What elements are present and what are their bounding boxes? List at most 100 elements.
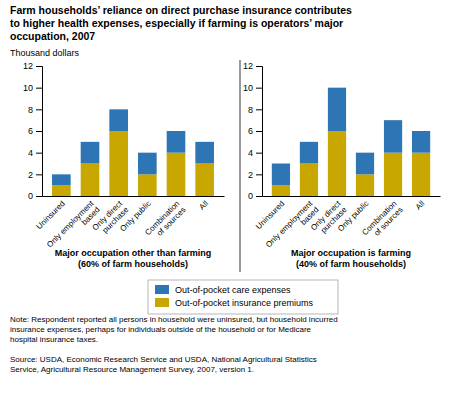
tick-label: 6 (28, 126, 33, 136)
bar-segment (300, 164, 318, 197)
axis-line (36, 67, 43, 197)
text-line: Source: USDA, Economic Research Service … (10, 355, 317, 364)
legend-box (148, 280, 338, 314)
bars (52, 109, 214, 196)
bar-segment (412, 131, 430, 153)
y-tick: 8 (248, 105, 262, 115)
y-tick: 4 (248, 148, 262, 158)
tick-label: 0 (28, 191, 33, 201)
panel-title: Major occupation is farming(40% of farm … (291, 248, 411, 269)
x-tick: All (414, 199, 427, 212)
bar-segment (138, 153, 157, 175)
bar-segment (356, 153, 374, 175)
category-label: All (197, 199, 210, 212)
category-label: Combinationof sources (143, 199, 187, 243)
tick-label: 8 (248, 105, 253, 115)
tick-label: 8 (28, 105, 33, 115)
tick-mark (36, 131, 42, 132)
text-line: (60% of farm households) (78, 259, 188, 269)
y-axis-title: Thousand dollars (10, 48, 80, 58)
tick-label: 12 (23, 61, 33, 71)
bar-segment (81, 142, 100, 164)
text-line: Farm households’ reliance on direct purc… (10, 4, 352, 16)
panel-title: Major occupation other than farming(60% … (55, 248, 212, 269)
axis-line (263, 196, 441, 197)
tick-label: 2 (28, 170, 33, 180)
y-tick: 0 (28, 191, 42, 201)
bar-segment (195, 164, 214, 197)
text-line: All (197, 199, 210, 212)
y-tick: 12 (23, 61, 42, 71)
bar-segment (81, 164, 100, 197)
tick-mark (256, 109, 262, 110)
text-line: All (414, 199, 427, 212)
y-axis: 0 2 4 6 8 10 12 (23, 61, 43, 201)
text-line: to higher health expenses, especially if… (10, 17, 343, 29)
y-tick: 10 (23, 83, 42, 93)
y-tick: 6 (28, 126, 42, 136)
tick-label: 4 (28, 148, 33, 158)
tick-label: 6 (248, 126, 253, 136)
y-tick: 6 (248, 126, 262, 136)
tick-mark (256, 153, 262, 154)
bar-segment (109, 109, 128, 131)
tick-mark (36, 109, 42, 110)
legend-swatch (155, 285, 169, 294)
axis-line (256, 67, 263, 197)
chart: Farm households’ reliance on direct purc… (0, 0, 450, 419)
text-line: of sources (372, 205, 404, 237)
text-line: occupation, 2007 (10, 30, 95, 42)
legend-label: Out-of-pocket care expenses (175, 285, 291, 295)
y-tick: 0 (248, 191, 262, 201)
text-line: Major occupation other than farming (55, 248, 212, 258)
tick-mark (256, 196, 262, 197)
y-tick: 4 (28, 148, 42, 158)
tick-mark (36, 66, 42, 67)
tick-label: 0 (248, 191, 253, 201)
x-axis: UninsuredOnly employmentbasedOnly direct… (254, 197, 440, 256)
bar-segment (272, 164, 290, 186)
tick-label: 10 (23, 83, 33, 93)
y-tick: 12 (243, 61, 262, 71)
panel-divider (240, 60, 241, 272)
text-line: Service, Agricultural Resource Managemen… (10, 365, 254, 374)
annotation: Note: Respondent reported all persons in… (10, 315, 338, 344)
title: Farm households’ reliance on direct purc… (10, 4, 352, 42)
bar-segment (167, 131, 186, 153)
tick-label: 2 (248, 170, 253, 180)
x-tick: All (197, 199, 210, 212)
bar-segment (52, 185, 71, 196)
bar-segment (328, 131, 346, 196)
legend-label: Out-of-pocket insurance premiums (175, 298, 314, 308)
x-tick: Combinationof sources (143, 199, 187, 243)
text-line: Major occupation is farming (291, 248, 411, 258)
bars (272, 88, 430, 196)
tick-mark (256, 66, 262, 67)
axis-line (43, 196, 225, 197)
tick-mark (36, 174, 42, 175)
tick-label: 10 (243, 83, 253, 93)
category-label: Combinationof sources (360, 199, 404, 243)
bar-segment (300, 142, 318, 164)
text-line: of sources (155, 205, 187, 237)
tick-label: 12 (243, 61, 253, 71)
bar-segment (356, 174, 374, 196)
bar-segment (328, 88, 346, 131)
y-tick: 10 (243, 83, 262, 93)
text-line: insurance expenses, perhaps for individu… (10, 325, 312, 334)
bar-segment (195, 142, 214, 164)
legend: Out-of-pocket care expenses Out-of-pocket… (148, 280, 338, 314)
legend-swatch (155, 298, 169, 307)
text-line: (40% of farm households) (296, 259, 406, 269)
tick-mark (36, 153, 42, 154)
y-tick: 2 (28, 170, 42, 180)
y-tick: 2 (248, 170, 262, 180)
text-line: hospital insurance taxes. (10, 335, 98, 344)
bar-segment (384, 120, 402, 152)
y-tick: 8 (28, 105, 42, 115)
bar-segment (412, 153, 430, 196)
tick-mark (256, 88, 262, 89)
bar-segment (138, 174, 157, 196)
tick-mark (36, 88, 42, 89)
annotation: Source: USDA, Economic Research Service … (10, 355, 317, 374)
